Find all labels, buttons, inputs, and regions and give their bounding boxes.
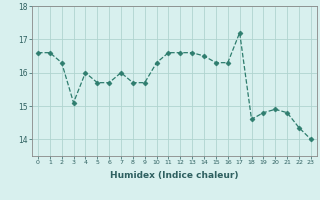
X-axis label: Humidex (Indice chaleur): Humidex (Indice chaleur) xyxy=(110,171,239,180)
